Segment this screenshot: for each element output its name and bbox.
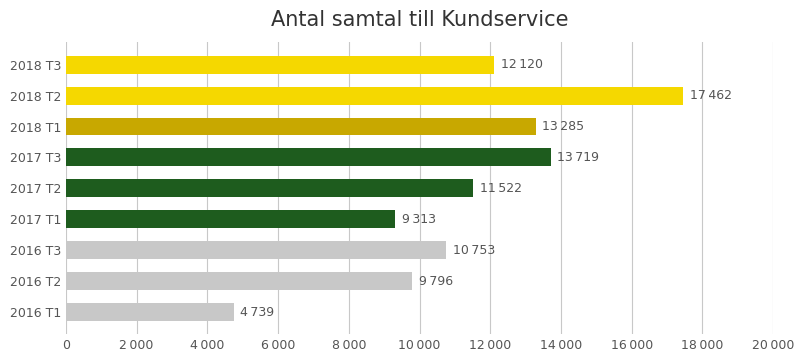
Bar: [66, 148, 550, 167]
Text: 13 285: 13 285: [541, 120, 584, 133]
Bar: [66, 87, 683, 105]
Text: 13 719: 13 719: [556, 151, 598, 164]
Text: 10 753: 10 753: [452, 244, 494, 257]
Bar: [66, 118, 535, 135]
Text: 9 796: 9 796: [418, 275, 452, 288]
Bar: [66, 241, 446, 259]
Bar: [66, 180, 473, 197]
Title: Antal samtal till Kundservice: Antal samtal till Kundservice: [271, 10, 568, 30]
Bar: [66, 56, 494, 73]
Text: 12 120: 12 120: [500, 58, 542, 71]
Bar: [66, 272, 412, 290]
Bar: [66, 210, 395, 228]
Text: 17 462: 17 462: [689, 89, 731, 102]
Text: 11 522: 11 522: [479, 182, 521, 195]
Bar: [66, 303, 233, 321]
Text: 9 313: 9 313: [402, 213, 435, 226]
Text: 4 739: 4 739: [239, 306, 274, 319]
